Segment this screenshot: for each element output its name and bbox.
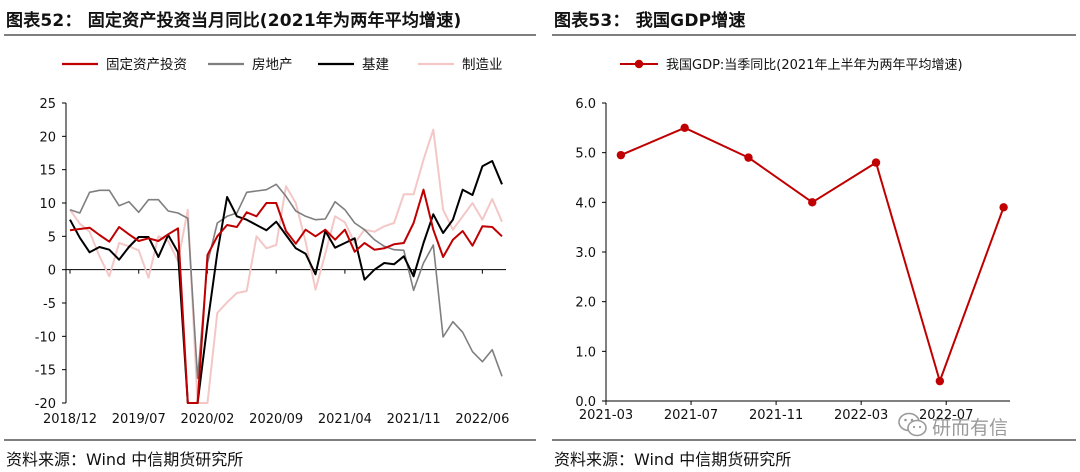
gdp-series-line	[620, 126, 1005, 383]
y-tick-label: -10	[35, 330, 56, 345]
y-tick-label: 3.0	[575, 246, 596, 261]
gdp-data-point	[680, 123, 689, 133]
x-tick-label: 2020/02	[180, 412, 234, 427]
gdp-data-point	[616, 150, 626, 160]
y-tick-label: 5	[48, 230, 56, 245]
left-chart-panel: 图表52： 固定资产投资当月同比(2021年为两年平均增速) 25 20 15 10 5…	[4, 11, 536, 469]
legend-label: 基建	[362, 56, 389, 73]
x-tick-label: 2018/12	[43, 412, 97, 427]
gdp-data-point	[744, 153, 753, 162]
legend-label: 固定资产投资	[106, 57, 187, 73]
y-tick-label: 15	[39, 164, 56, 179]
gdp-data-point	[935, 376, 945, 386]
y-tick-label: -15	[35, 364, 56, 379]
left-top-rule	[4, 34, 536, 36]
x-tick-label: 2021/11	[387, 412, 441, 427]
x-tick-label: 2021-11	[749, 408, 803, 423]
right-bottom-rule	[552, 439, 1076, 441]
legend-label: 制造业	[462, 57, 503, 73]
y-tick-label: 25	[39, 97, 56, 112]
gdp-data-point	[871, 158, 881, 167]
x-tick-label: 2022-07	[919, 408, 973, 423]
gdp-data-point	[808, 198, 817, 207]
x-tick-label: 2020/09	[249, 412, 303, 427]
legend-marker	[634, 59, 644, 69]
watermark: 研而有信	[898, 410, 1070, 440]
y-tick-label: 6.0	[575, 97, 596, 112]
y-tick-label: 5.0	[575, 147, 596, 162]
left-chart-title: 图表52： 固定资产投资当月同比(2021年为两年平均增速)	[6, 11, 462, 31]
left-bottom-rule	[4, 439, 536, 441]
x-tick-label: 2021-03	[579, 408, 633, 423]
y-tick-label: -20	[35, 397, 56, 412]
y-tick-label: 1.0	[575, 345, 596, 360]
right-top-rule	[552, 34, 1076, 36]
series-line-2	[69, 160, 503, 404]
wechat-icon	[898, 412, 927, 437]
y-tick-label: 0	[48, 264, 56, 279]
right-chart-panel: 图表53： 我国GDP增速 6.0 5.0 4.0 3.0 2.0 1.0 0.0 2021-…	[548, 0, 1080, 472]
y-tick-label: 20	[39, 130, 56, 145]
series-line-0	[69, 188, 503, 404]
x-tick-label: 2022/06	[455, 412, 509, 427]
y-tick-label: 2.0	[575, 296, 596, 311]
right-source-note: 资料来源：Wind 中信期货研究所	[554, 450, 792, 469]
watermark-text: 研而有信	[932, 417, 1009, 439]
y-tick-label: 10	[39, 197, 56, 212]
y-tick-label: 0.0	[575, 395, 596, 410]
x-tick-label: 2019/07	[112, 412, 166, 427]
x-tick-label: 2021/04	[318, 412, 372, 427]
series-line-1	[69, 183, 503, 380]
legend-label: 房地产	[252, 57, 293, 73]
y-tick-label: 4.0	[575, 196, 596, 211]
y-tick-label: -5	[43, 297, 56, 312]
right-chart-title: 图表53： 我国GDP增速	[554, 11, 746, 31]
legend-label: 我国GDP:当季同比(2021年上半年为两年平均增速)	[666, 58, 963, 73]
left-source-note: 资料来源：Wind 中信期货研究所	[6, 450, 244, 469]
series-line-3	[69, 128, 503, 404]
x-tick-label: 2022-03	[834, 408, 888, 423]
x-tick-label: 2021-07	[664, 408, 718, 423]
gdp-data-point	[999, 203, 1008, 212]
